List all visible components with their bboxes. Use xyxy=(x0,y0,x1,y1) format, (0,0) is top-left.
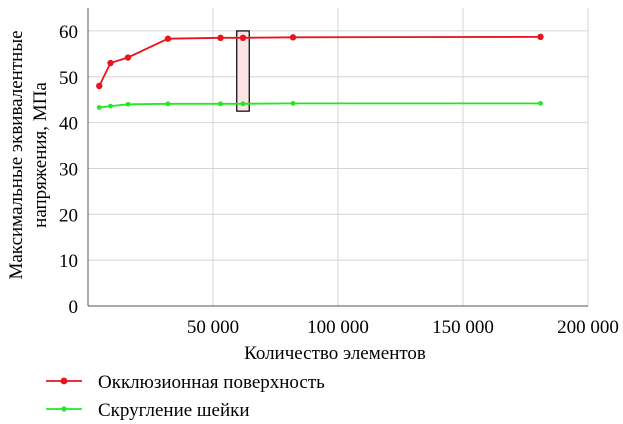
x-tick-label: 150 000 xyxy=(432,317,494,338)
x-axis-label: Количество элементов xyxy=(244,343,426,364)
data-point xyxy=(290,100,296,106)
y-axis-label-line-2: напряжения, МПа xyxy=(30,82,51,228)
data-point xyxy=(96,105,102,110)
legend-label-occlusal: Окклюзионная поверхность xyxy=(98,372,325,393)
data-point xyxy=(165,101,171,107)
x-tick-label: 100 000 xyxy=(307,317,369,338)
series-line-1 xyxy=(99,102,541,109)
y-tick-label: 50 xyxy=(59,68,78,89)
data-point xyxy=(537,33,544,41)
highlight-box xyxy=(236,30,250,112)
data-point xyxy=(218,101,223,107)
data-point xyxy=(96,82,103,90)
x-tick-label: 200 000 xyxy=(557,317,619,338)
y-tick-label: 40 xyxy=(59,114,78,135)
series-0 xyxy=(96,33,544,90)
y-tick-label: 0 xyxy=(69,297,79,318)
data-point xyxy=(217,34,224,41)
y-tick-label: 60 xyxy=(59,22,78,43)
legend-marker-1 xyxy=(61,406,67,412)
y-axis-label: Максимальные эквивалентные напряжения, М… xyxy=(6,30,51,279)
data-point xyxy=(538,100,543,106)
series-line-0 xyxy=(98,36,541,87)
y-tick-label: 30 xyxy=(59,159,78,180)
series-1 xyxy=(96,100,543,110)
data-point xyxy=(125,101,131,107)
data-point xyxy=(289,34,297,41)
y-tick-label: 10 xyxy=(59,251,78,272)
data-point xyxy=(240,101,246,107)
data-point xyxy=(108,103,113,109)
data-point xyxy=(124,54,132,61)
y-axis-label-line-1: Максимальные эквивалентные xyxy=(6,30,27,279)
legend: Окклюзионная поверхность Скругление шейк… xyxy=(46,372,325,421)
data-point xyxy=(164,35,172,42)
legend-label-neck: Скругление шейки xyxy=(98,400,250,421)
legend-marker-0 xyxy=(60,377,68,385)
y-tick-label: 20 xyxy=(59,205,78,226)
x-tick-label: 50 000 xyxy=(187,317,239,338)
data-point xyxy=(107,59,114,67)
data-point xyxy=(239,34,247,41)
